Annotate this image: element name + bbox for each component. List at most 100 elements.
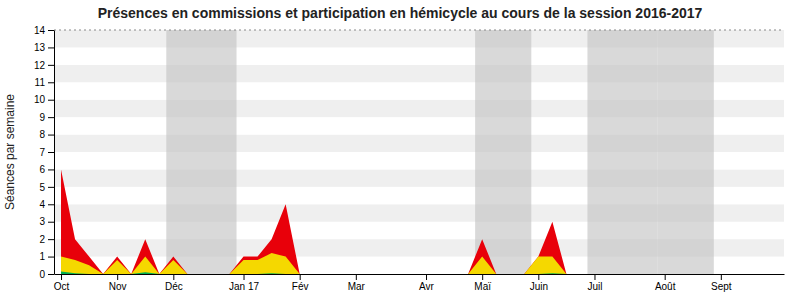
x-tick: Nov <box>109 274 127 292</box>
area <box>61 253 777 274</box>
y-tick-label: 11 <box>35 77 46 88</box>
y-tick-label: 5 <box>39 182 45 193</box>
area <box>61 271 777 274</box>
y-tick-mark <box>48 82 54 83</box>
y-tick-label: 7 <box>39 147 45 158</box>
y-tick-mark <box>48 30 54 31</box>
x-tick: Oct <box>54 274 70 292</box>
y-tick-mark <box>48 187 54 188</box>
chart-title: Présences en commissions et participatio… <box>98 5 703 21</box>
x-tick-label: Juil <box>587 281 602 292</box>
y-tick-mark <box>48 152 54 153</box>
y-tick: 11 <box>35 77 54 88</box>
x-tick-label: Nov <box>109 281 127 292</box>
x-tick-mark <box>426 274 427 280</box>
reference-line <box>54 30 784 31</box>
grid <box>54 30 784 274</box>
x-tick-label: Août <box>655 281 676 292</box>
x-tick-mark <box>538 274 539 280</box>
y-tick: 8 <box>39 129 54 140</box>
y-tick: 5 <box>39 182 54 193</box>
y-tick-mark <box>48 204 54 205</box>
x-tick: Déc <box>165 274 183 292</box>
x-axis: Oct Nov Déc Jan 17 Fév Mar Avr Maï Juin Juil Août S… <box>54 274 785 292</box>
x-tick: Sept <box>711 274 732 292</box>
y-tick-label: 8 <box>39 129 45 140</box>
y-tick: 1 <box>39 251 54 262</box>
x-tick-label: Juin <box>530 281 548 292</box>
x-tick-label: Avr <box>419 281 434 292</box>
x-tick-label: Déc <box>165 281 183 292</box>
y-tick-label: 14 <box>34 25 46 36</box>
y-axis: 01234567891011121314 <box>34 25 55 280</box>
shaded-band <box>587 30 657 274</box>
x-tick-label: Sept <box>711 281 732 292</box>
y-tick-label: 9 <box>39 112 45 123</box>
x-tick: Mar <box>348 274 366 292</box>
y-tick-label: 0 <box>39 269 45 280</box>
x-tick-mark <box>61 274 62 280</box>
y-tick-label: 10 <box>34 94 46 105</box>
x-tick-label: Mar <box>348 281 366 292</box>
y-tick-mark <box>48 65 54 66</box>
shaded-band <box>475 30 531 274</box>
plot-area: Oct Nov Déc Jan 17 Fév Mar Avr Maï Juin Juil Août S… <box>34 25 785 292</box>
x-tick: Juin <box>530 274 548 292</box>
y-tick-mark <box>48 117 54 118</box>
shaded-band <box>166 30 236 274</box>
y-tick-mark <box>48 274 54 275</box>
x-tick: Fév <box>292 274 309 292</box>
marks <box>61 30 777 274</box>
y-tick-label: 2 <box>39 234 45 245</box>
x-tick: Jan 17 <box>229 274 259 292</box>
x-axis-line <box>55 274 785 275</box>
y-tick-label: 3 <box>39 216 45 227</box>
chart-svg: Présences en commissions et participatio… <box>0 0 800 300</box>
x-tick-mark <box>244 274 245 280</box>
y-axis-line <box>54 31 55 275</box>
y-tick-mark <box>48 135 54 136</box>
x-tick: Août <box>655 274 676 292</box>
shaded-band <box>658 30 714 274</box>
x-tick-mark <box>721 274 722 280</box>
x-tick-mark <box>482 274 483 280</box>
y-tick: 3 <box>39 216 54 227</box>
y-tick: 2 <box>39 234 54 245</box>
y-axis-title: Séances par semaine <box>3 94 17 210</box>
y-tick-label: 12 <box>34 60 46 71</box>
y-tick: 7 <box>39 147 54 158</box>
x-tick-mark <box>173 274 174 280</box>
x-tick-mark <box>594 274 595 280</box>
y-tick-mark <box>48 239 54 240</box>
x-tick-mark <box>300 274 301 280</box>
x-tick-mark <box>117 274 118 280</box>
y-tick-label: 13 <box>34 42 46 53</box>
y-tick: 14 <box>34 25 54 36</box>
y-tick-mark <box>48 257 54 258</box>
area <box>61 169 777 274</box>
x-tick-label: Fév <box>292 281 309 292</box>
y-tick: 6 <box>39 164 54 175</box>
y-tick-mark <box>48 222 54 223</box>
y-tick: 9 <box>39 112 54 123</box>
y-tick: 0 <box>39 269 54 280</box>
x-tick: Maï <box>474 274 491 292</box>
x-tick-mark <box>665 274 666 280</box>
x-tick-label: Jan 17 <box>229 281 259 292</box>
y-tick-mark <box>48 47 54 48</box>
chart-container: Présences en commissions et participatio… <box>0 0 800 300</box>
y-tick: 13 <box>34 42 54 53</box>
x-tick-mark <box>356 274 357 280</box>
y-tick-mark <box>48 100 54 101</box>
y-tick: 12 <box>34 60 54 71</box>
y-tick-label: 1 <box>39 251 45 262</box>
x-tick-label: Maï <box>474 281 491 292</box>
y-tick-mark <box>48 169 54 170</box>
x-tick: Juil <box>587 274 602 292</box>
x-tick-label: Oct <box>54 281 70 292</box>
y-tick-label: 6 <box>39 164 45 175</box>
y-tick-label: 4 <box>39 199 45 210</box>
y-tick: 4 <box>39 199 54 210</box>
x-tick: Avr <box>419 274 434 292</box>
y-tick: 10 <box>34 94 54 105</box>
